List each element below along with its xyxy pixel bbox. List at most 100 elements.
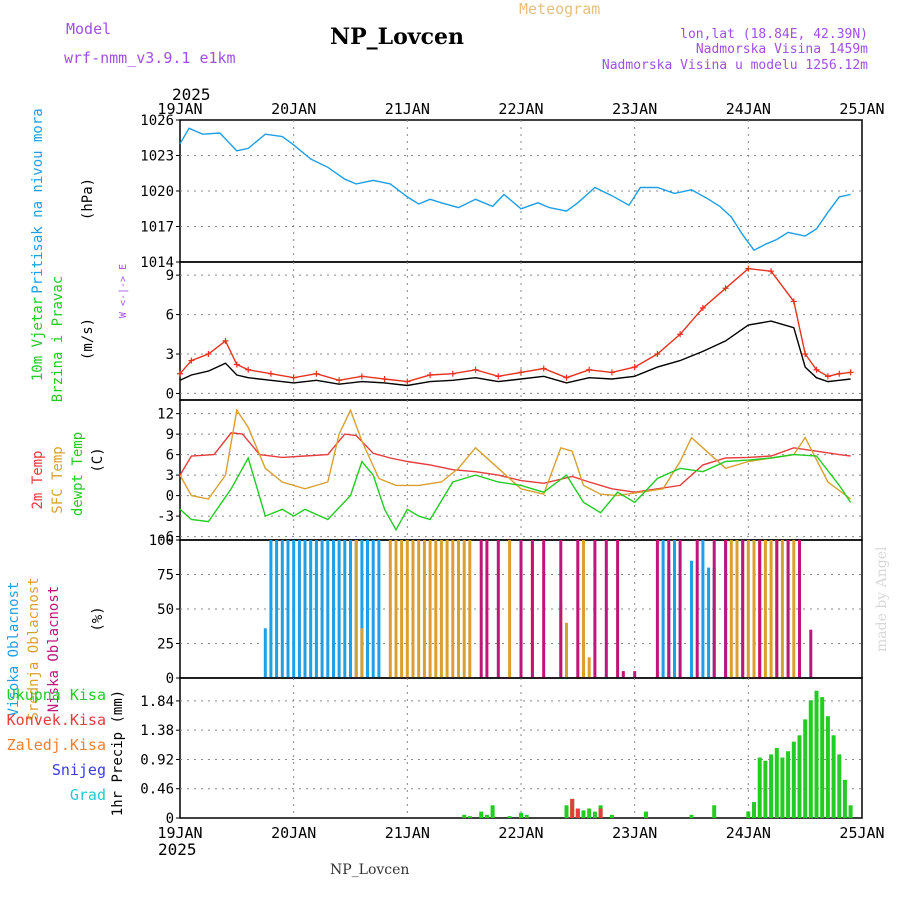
bar-srednja-oblacnost (792, 540, 796, 678)
gust-marker (381, 375, 388, 382)
time-tick-label-bottom: 20JAN (271, 824, 316, 842)
y-axis-title: 1hr Precip (mm) (110, 690, 126, 816)
legend-entry: Snijeg (52, 761, 106, 779)
gust-marker (188, 357, 195, 364)
elevation-label: Nadmorska Visina 1459m (695, 42, 868, 57)
gust-marker (824, 373, 831, 380)
bar-niska-oblacnost (576, 540, 580, 678)
year-label-top: 2025 (172, 85, 211, 104)
bar-ukupna-kisa (479, 811, 484, 818)
y-tick-label-precipitation: 0.46 (140, 782, 174, 798)
bar-konvek-kisa (575, 808, 580, 818)
legend-entry: Zaledj.Kisa (7, 736, 106, 754)
y-tick-label-temperature: -3 (157, 509, 174, 525)
bar-niska-oblacnost (479, 540, 483, 678)
bar-srednja-oblacnost (405, 540, 409, 678)
gust-marker (336, 377, 343, 384)
bar-niska-oblacnost (741, 540, 745, 678)
bar-ukupna-kisa (746, 811, 751, 818)
bar-niska-oblacnost (542, 540, 546, 678)
bar-ukupna-kisa (689, 814, 694, 818)
y-axis-title: 10m Vjetar (30, 297, 46, 381)
station-title: NP_Lovcen (330, 24, 464, 50)
y-tick-label-pressure: 1017 (140, 220, 174, 236)
bar-srednja-oblacnost (565, 622, 568, 678)
y-tick-label-cloud: 50 (157, 602, 174, 618)
bar-niska-oblacnost (621, 671, 625, 678)
bar-ukupna-kisa (848, 805, 853, 818)
gust-marker (677, 331, 684, 338)
bar-ukupna-kisa (763, 760, 768, 818)
gust-marker (813, 366, 820, 373)
gust-marker (205, 351, 212, 357)
bar-niska-oblacnost (633, 671, 637, 678)
bar-ukupna-kisa (780, 757, 785, 818)
bar-visoka-oblacnost (320, 540, 324, 678)
bar-visoka-oblacnost (326, 540, 330, 678)
y-axis-subtitle: Srednja Oblacnost (26, 577, 42, 720)
bar-ukupna-kisa (587, 808, 592, 818)
bar-ukupna-kisa (791, 741, 796, 818)
gust-marker (404, 378, 411, 385)
gust-marker (654, 351, 661, 357)
time-tick-label-bottom: 25JAN (839, 824, 884, 842)
bar-ukupna-kisa (712, 805, 717, 818)
time-tick-label-bottom: 21JAN (385, 824, 430, 842)
bar-ukupna-kisa (519, 812, 523, 818)
bar-srednja-oblacnost (780, 540, 784, 678)
gust-marker (245, 366, 252, 373)
y-tick-label-wind: 6 (166, 308, 174, 324)
y-tick-label-wind: 3 (166, 347, 174, 363)
bar-niska-oblacnost (786, 540, 790, 678)
bar-ukupna-kisa (609, 814, 614, 818)
bar-ukupna-kisa (786, 751, 791, 818)
bar-niska-oblacnost (496, 540, 500, 678)
gust-marker (222, 337, 229, 344)
y-tick-label-temperature: -6 (157, 530, 174, 546)
y-tick-label-precipitation: 1.38 (140, 723, 174, 739)
bar-ukupna-kisa (797, 735, 802, 818)
time-tick-label-top: 22JAN (498, 100, 543, 118)
bar-visoka-oblacnost (673, 540, 676, 678)
gust-marker (631, 364, 638, 371)
gust-marker (290, 374, 297, 381)
bar-srednja-oblacnost (729, 540, 733, 678)
gust-marker (608, 369, 615, 376)
y-axis-subtitle: Brzina i Pravac (50, 276, 66, 402)
bar-srednja-oblacnost (468, 540, 472, 678)
bar-ukupna-kisa (524, 814, 529, 818)
gust-marker (768, 268, 775, 275)
y-tick-label-precipitation: 0.92 (140, 752, 174, 768)
bar-visoka-oblacnost (661, 540, 665, 678)
bar-srednja-oblacnost (582, 540, 585, 678)
y-axis-unit: (m/s) (80, 318, 96, 360)
bar-ukupna-kisa (814, 690, 819, 818)
bar-ukupna-kisa (831, 735, 836, 818)
bar-visoka-oblacnost (366, 540, 369, 678)
bar-ukupna-kisa (752, 802, 756, 818)
bar-niska-oblacnost (695, 540, 699, 678)
y-tick-label-pressure: 1023 (140, 149, 174, 165)
legend-entry: Konvek.Kisa (7, 711, 106, 729)
y-tick-label-temperature: 3 (166, 468, 174, 484)
bar-ukupna-kisa (467, 816, 472, 818)
bar-niska-oblacnost (593, 540, 597, 678)
bar-visoka-oblacnost (371, 540, 375, 678)
y-tick-label-precipitation: 0 (166, 811, 174, 827)
gust-marker (313, 370, 320, 377)
bar-ukupna-kisa (757, 757, 762, 818)
bar-ukupna-kisa (644, 811, 648, 818)
model-name: wrf-nmm_v3.9.1 e1km (64, 49, 236, 67)
bar-ukupna-kisa (484, 814, 489, 818)
bar-srednja-oblacnost (451, 540, 455, 678)
y-axis-unit: (C) (90, 447, 106, 472)
gust-marker (540, 365, 547, 372)
time-tick-label-bottom: 24JAN (726, 824, 771, 842)
bar-ukupna-kisa (564, 805, 569, 818)
bar-srednja-oblacnost (417, 540, 421, 678)
bar-visoka-oblacnost (377, 540, 381, 678)
bar-niska-oblacnost (655, 540, 659, 678)
bar-niska-oblacnost (485, 540, 489, 678)
bar-konvek-kisa (598, 808, 603, 818)
y-axis-title: Visoka Oblacnost (6, 582, 22, 717)
